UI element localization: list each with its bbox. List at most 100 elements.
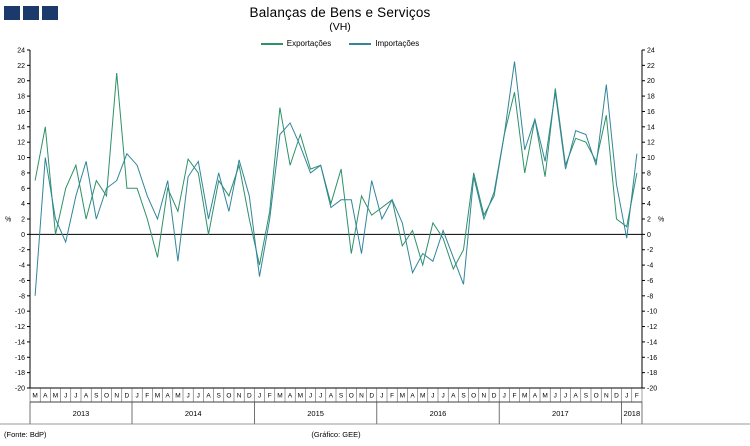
y-tick-label-right: 4: [647, 201, 651, 208]
year-label: 2013: [73, 409, 90, 418]
month-label: A: [533, 393, 538, 400]
month-label: O: [471, 393, 476, 400]
month-label: J: [380, 393, 383, 400]
month-label: F: [513, 393, 517, 400]
month-label: A: [166, 393, 171, 400]
month-label: M: [175, 393, 180, 400]
month-label: J: [319, 393, 322, 400]
month-label: N: [114, 393, 119, 400]
y-tick-label-left: 18: [17, 94, 25, 101]
month-label: N: [482, 393, 487, 400]
chart-title: Balanças de Bens e Serviços: [249, 5, 431, 20]
y-tick-label-right: -14: [647, 339, 657, 346]
year-label: 2014: [185, 409, 202, 418]
month-label: J: [554, 393, 557, 400]
month-label: A: [329, 393, 334, 400]
legend-label-exportacoes: Exportações: [286, 39, 332, 48]
y-tick-label-right: -12: [647, 324, 657, 331]
y-tick-label-left: -2: [19, 247, 25, 254]
month-label: M: [400, 393, 405, 400]
month-label: F: [635, 393, 639, 400]
y-tick-label-left: 4: [21, 201, 25, 208]
y-tick-label-right: 0: [647, 232, 651, 239]
month-label: M: [32, 393, 37, 400]
y-tick-label-left: -8: [19, 293, 25, 300]
month-label: A: [410, 393, 415, 400]
month-label: J: [564, 393, 567, 400]
month-label: M: [542, 393, 547, 400]
y-tick-label-left: -10: [15, 309, 25, 316]
month-label: D: [247, 393, 252, 400]
y-tick-label-left: 22: [17, 63, 25, 70]
month-label: F: [390, 393, 394, 400]
y-tick-label-left: -12: [15, 324, 25, 331]
source-note: (Fonte: BdP): [4, 430, 47, 439]
month-label: N: [359, 393, 364, 400]
y-tick-label-left: -16: [15, 355, 25, 362]
month-label: J: [197, 393, 200, 400]
y-tick-label-left: 10: [17, 155, 25, 162]
month-label: J: [186, 393, 189, 400]
y-tick-label-right: 14: [647, 124, 655, 131]
month-label: D: [492, 393, 497, 400]
y-tick-label-right: 2: [647, 217, 651, 224]
chart-subtitle: (VH): [329, 21, 351, 33]
month-label: O: [226, 393, 231, 400]
legend: Exportações Importações: [0, 39, 680, 48]
month-label: O: [594, 393, 599, 400]
importacoes-line: [34, 61, 638, 296]
logo-square: [42, 6, 58, 20]
y-tick-label-right: -8: [647, 293, 653, 300]
year-label: 2016: [430, 409, 447, 418]
year-label: 2018: [623, 409, 640, 418]
importacoes-line-swatch: [349, 42, 372, 45]
month-label: F: [268, 393, 272, 400]
y-tick-label-right: -4: [647, 263, 653, 270]
y-tick-label-left: 0: [21, 232, 25, 239]
logo-square: [23, 6, 39, 20]
month-label: A: [206, 393, 211, 400]
month-label: M: [155, 393, 160, 400]
month-label: S: [339, 393, 344, 400]
month-label: J: [503, 393, 506, 400]
month-label: A: [84, 393, 89, 400]
month-label: S: [217, 393, 222, 400]
month-label: M: [420, 393, 425, 400]
y-tick-label-left: -18: [15, 370, 25, 377]
y-tick-label-left: -4: [19, 263, 25, 270]
month-label: A: [451, 393, 456, 400]
y-tick-label-left: 14: [17, 124, 25, 131]
y-tick-label-left: -14: [15, 339, 25, 346]
y-tick-label-right: 22: [647, 63, 655, 70]
month-label: J: [135, 393, 138, 400]
month-label: M: [277, 393, 282, 400]
month-label: J: [431, 393, 434, 400]
month-label: S: [461, 393, 466, 400]
month-label: J: [441, 393, 444, 400]
month-label: J: [258, 393, 261, 400]
month-label: O: [104, 393, 109, 400]
y-tick-label-right: 18: [647, 94, 655, 101]
month-label: S: [94, 393, 99, 400]
logo-square: [4, 6, 20, 20]
year-label: 2015: [307, 409, 324, 418]
y-tick-label-left: 16: [17, 109, 25, 116]
y-tick-label-left: 24: [17, 48, 25, 55]
month-label: D: [125, 393, 130, 400]
month-label: M: [53, 393, 58, 400]
y-tick-label-right: -16: [647, 355, 657, 362]
legend-label-importacoes: Importações: [375, 39, 420, 48]
month-label: J: [309, 393, 312, 400]
month-label: M: [522, 393, 527, 400]
chart-header: Balanças de Bens e Serviços (VH): [0, 5, 680, 33]
month-label: D: [614, 393, 619, 400]
y-tick-label-left: -20: [15, 386, 25, 393]
y-tick-label-right: 8: [647, 170, 651, 177]
y-tick-label-right: -18: [647, 370, 657, 377]
legend-item-exportacoes: Exportações: [260, 39, 332, 48]
month-label: A: [43, 393, 48, 400]
y-axis-unit-left: %: [5, 217, 11, 224]
exportacoes-line-swatch: [260, 42, 283, 45]
y-tick-label-right: -6: [647, 278, 653, 285]
